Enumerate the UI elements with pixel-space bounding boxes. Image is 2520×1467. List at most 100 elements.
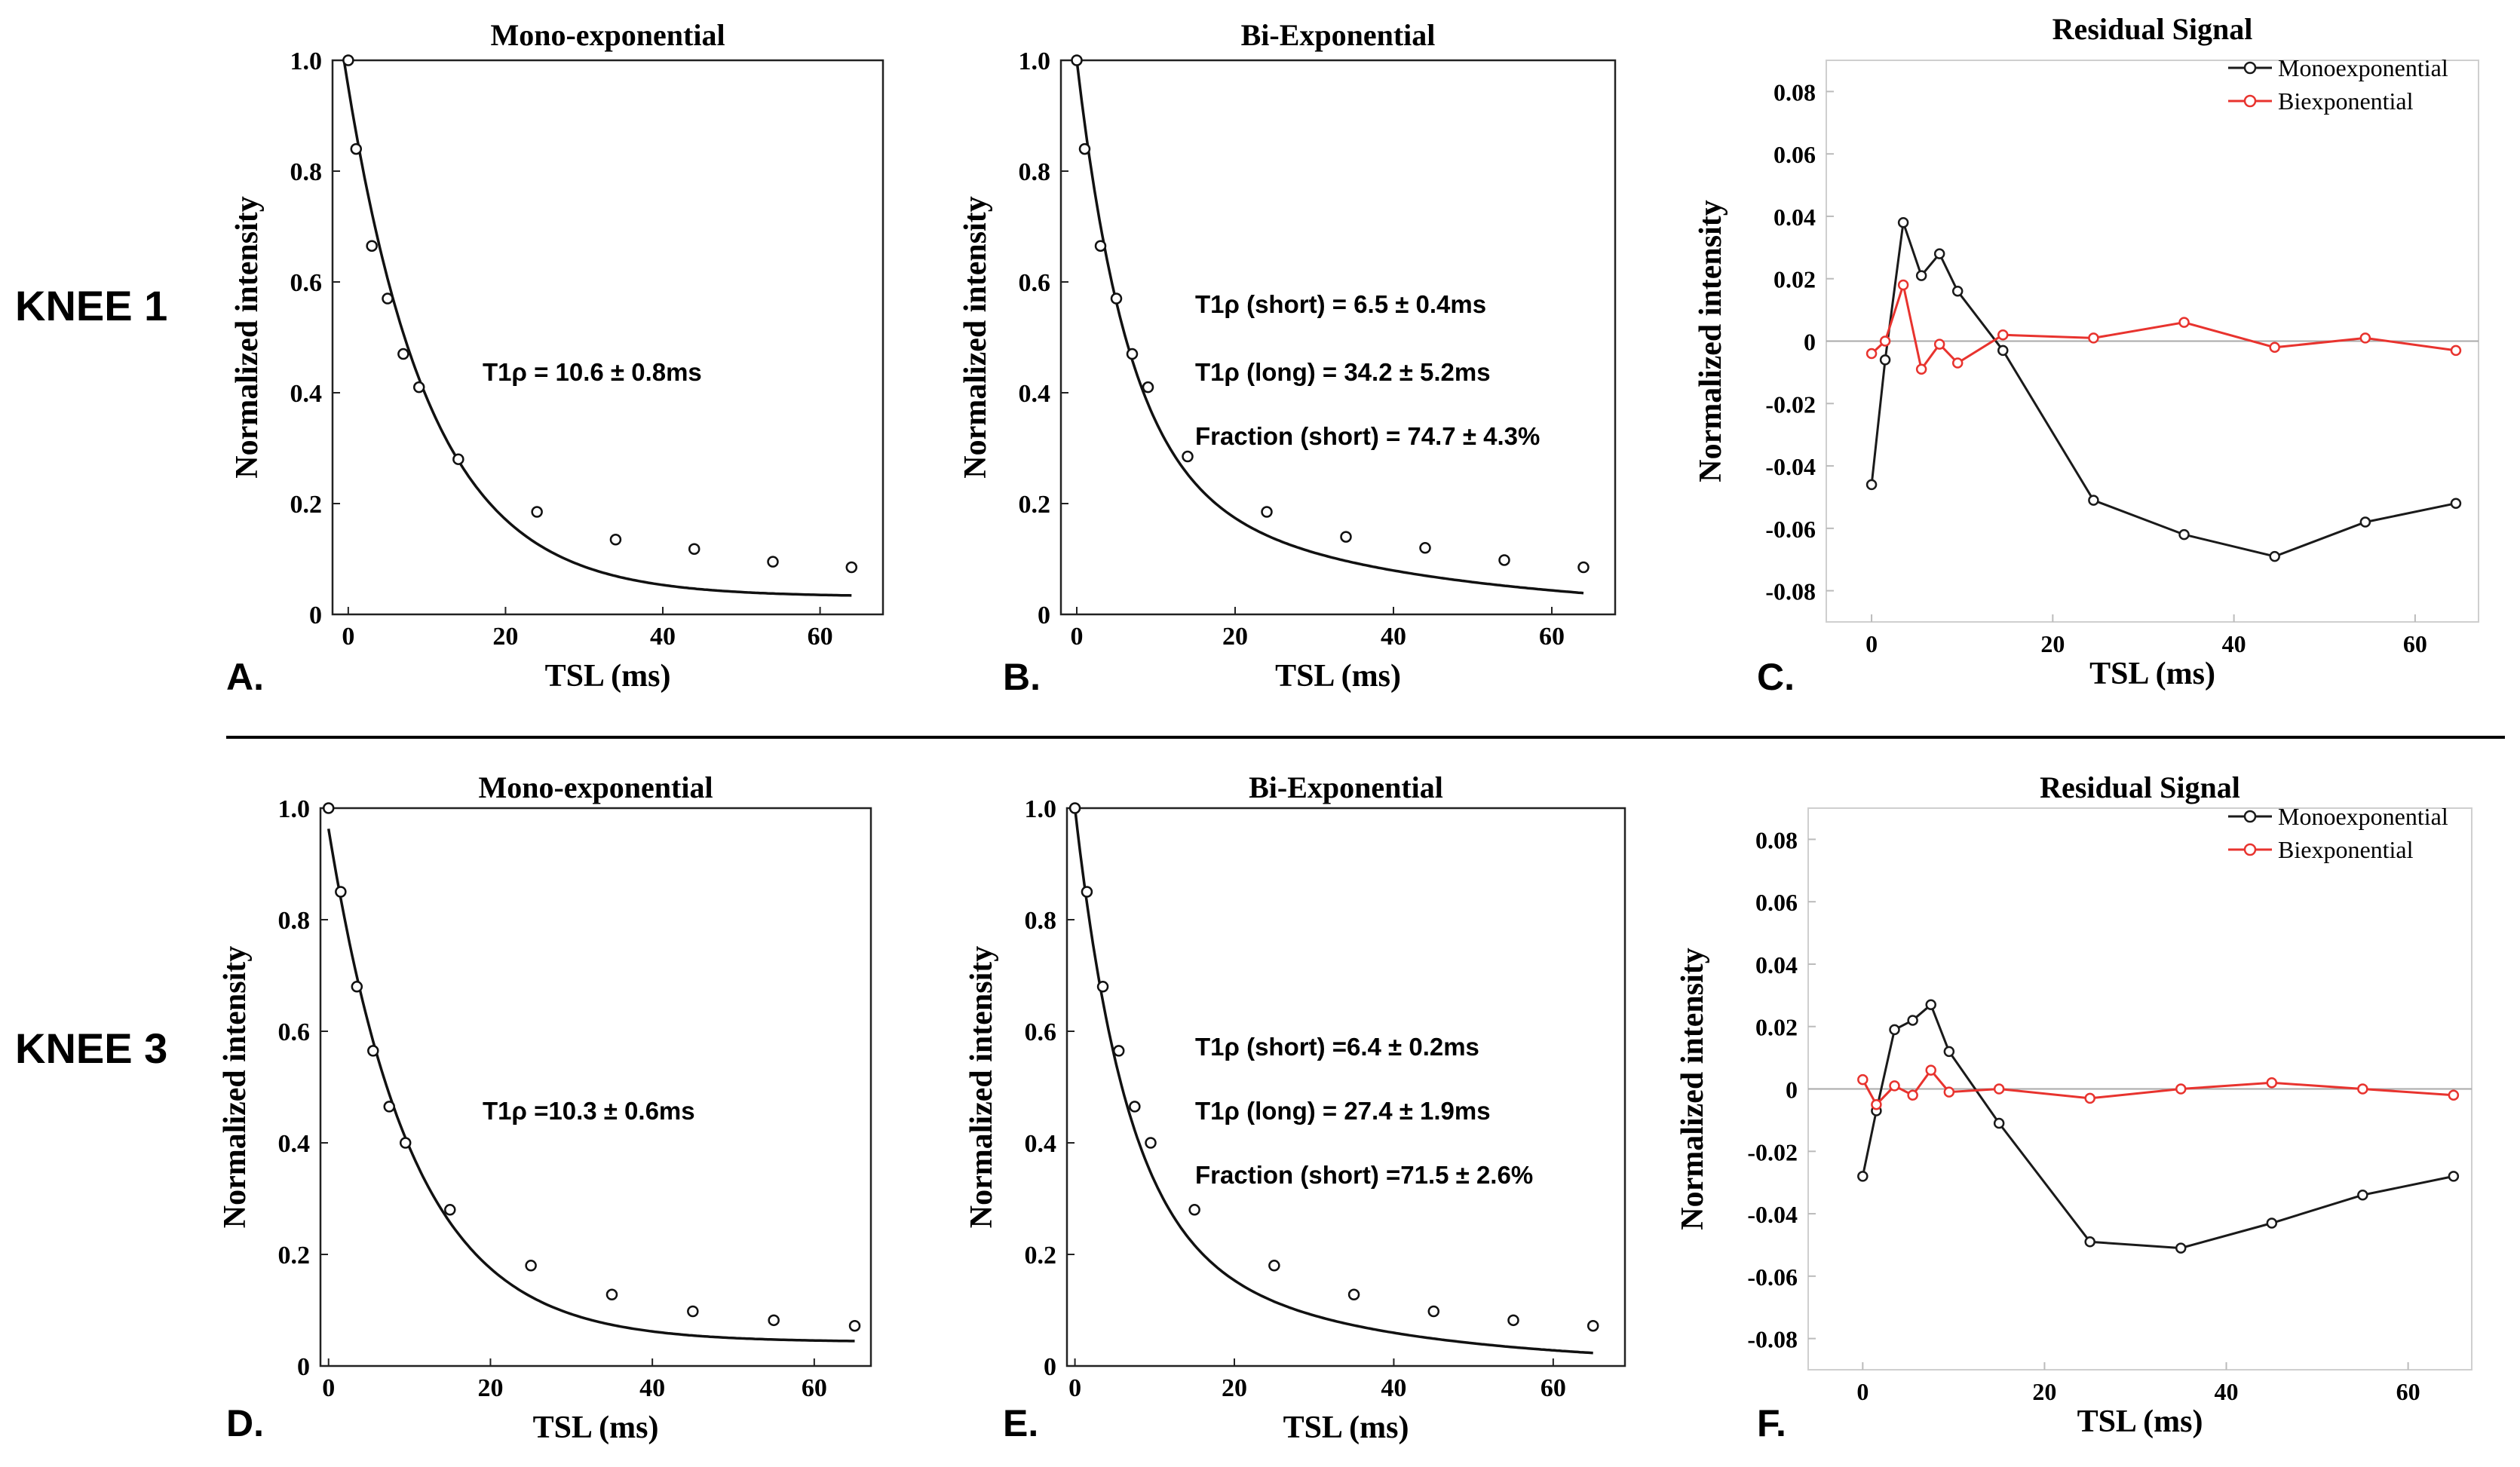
series-point xyxy=(1943,1086,1955,1098)
series-point xyxy=(2357,1083,2368,1095)
series-point xyxy=(1865,479,1878,491)
data-point xyxy=(412,381,425,394)
data-point xyxy=(1142,381,1154,394)
series-point xyxy=(1925,999,1936,1010)
data-point xyxy=(452,453,464,465)
data-point xyxy=(531,506,543,518)
data-point xyxy=(1096,981,1109,993)
fit-annotation: T1ρ = 10.6 ± 0.8ms xyxy=(483,358,702,386)
x-tick-label: 40 xyxy=(2215,1378,2239,1405)
chart-title: Mono-exponential xyxy=(490,18,725,52)
y-tick-label: 0 xyxy=(1804,329,1816,356)
x-axis-label: TSL (ms) xyxy=(2089,657,2215,691)
plot-frame xyxy=(1065,807,1626,1367)
chart-panel-a: Mono-exponential 0 20 40 60 0 0.2 0.4 0.6 0.8 1.0 T… xyxy=(226,18,884,698)
y-tick-label: 0.8 xyxy=(278,907,311,935)
fit-curve xyxy=(326,828,855,1343)
y-tick-label: 0.02 xyxy=(1755,1014,1798,1041)
data-point xyxy=(1182,450,1194,463)
series-point xyxy=(1857,1171,1869,1182)
series-point xyxy=(1889,1024,1900,1036)
data-point xyxy=(366,240,378,252)
x-axis-label: TSL (ms) xyxy=(2077,1404,2203,1439)
data-point xyxy=(1110,292,1123,305)
series-point xyxy=(1997,345,2009,357)
chart-panel-e: Bi-Exponential 0 20 40 60 0 0.2 0.4 0.6 0.8 1.0 TSL… xyxy=(964,770,1626,1445)
panel-letter: A. xyxy=(226,656,264,698)
data-point xyxy=(1427,1305,1440,1318)
y-axis-label: Normalized intensity xyxy=(958,196,993,478)
series-point xyxy=(1897,279,1909,291)
chart-panel-b: Bi-Exponential 0 20 40 60 0 0.2 0.4 0.6 0.8 1.0 TSL… xyxy=(958,18,1617,698)
y-tick-label: 0.02 xyxy=(1774,266,1816,293)
series-point xyxy=(1933,248,1945,259)
data-point xyxy=(848,1319,861,1332)
y-tick-label: 0.6 xyxy=(1025,1018,1057,1046)
chart-panel-d: Mono-exponential 0 20 40 60 0 0.2 0.4 0.6 0.8 1.0 T… xyxy=(218,770,872,1445)
data-point xyxy=(1129,1101,1141,1113)
data-point xyxy=(382,292,394,305)
data-point xyxy=(397,348,409,360)
y-axis-label: Normalized intensity xyxy=(964,946,999,1228)
series-point xyxy=(2269,341,2280,354)
series-point xyxy=(2448,1089,2460,1101)
y-axis-label: Normalized intensity xyxy=(218,946,253,1228)
y-tick-label: 1.0 xyxy=(1019,47,1051,75)
legend-marker xyxy=(2243,94,2257,108)
data-point xyxy=(767,556,779,568)
series-point xyxy=(2088,332,2099,344)
x-tick-label: 0 xyxy=(1865,630,1878,657)
x-axis-label: TSL (ms) xyxy=(1275,659,1401,694)
series-point xyxy=(2450,498,2462,509)
y-tick-label: 0.8 xyxy=(1019,158,1051,186)
x-tick-label: 60 xyxy=(802,1374,827,1402)
legend-marker xyxy=(2243,810,2257,823)
row-label-knee-3: KNEE 3 xyxy=(15,1024,167,1072)
series-point xyxy=(1907,1015,1918,1026)
data-point xyxy=(1261,506,1273,518)
fit-annotation: Fraction (short) = 74.7 ± 4.3% xyxy=(1195,422,1540,450)
fit-annotation: T1ρ =10.3 ± 0.6ms xyxy=(483,1097,695,1125)
data-point xyxy=(322,802,335,814)
data-point xyxy=(1094,240,1107,252)
fit-annotation: T1ρ (long) = 27.4 ± 1.9ms xyxy=(1195,1097,1491,1125)
legend-label: Biexponential xyxy=(2278,836,2414,863)
x-axis-label: TSL (ms) xyxy=(545,659,671,694)
panel-letter: F. xyxy=(1757,1402,1786,1444)
row-label-knee-1: KNEE 1 xyxy=(15,282,167,329)
chart-title: Bi-Exponential xyxy=(1241,18,1436,52)
series-point xyxy=(1897,216,1909,228)
plot-frame xyxy=(331,59,884,616)
x-tick-label: 0 xyxy=(322,1374,335,1402)
data-point xyxy=(335,886,347,898)
y-tick-label: 0 xyxy=(1786,1077,1798,1104)
legend-label: Monoexponential xyxy=(2278,54,2448,81)
x-tick-label: 60 xyxy=(2403,630,2427,657)
series-point xyxy=(2178,317,2190,328)
y-tick-label: 0.8 xyxy=(290,158,323,186)
x-tick-label: 20 xyxy=(477,1374,503,1402)
x-tick-label: 40 xyxy=(650,623,676,651)
data-point xyxy=(1577,561,1590,574)
y-tick-label: 0.04 xyxy=(1774,204,1816,231)
chart-title: Residual Signal xyxy=(2040,770,2240,804)
y-tick-label: 0 xyxy=(1038,602,1050,629)
series-point xyxy=(2357,1189,2368,1201)
series-point xyxy=(2269,550,2280,562)
y-tick-label: 0.8 xyxy=(1025,907,1057,935)
series-point xyxy=(2088,495,2099,506)
data-point xyxy=(1078,142,1091,155)
legend-marker xyxy=(2243,61,2257,75)
series-line-biexponential xyxy=(1871,280,2457,372)
y-tick-label: 0.2 xyxy=(278,1242,311,1269)
data-point xyxy=(1268,1260,1280,1272)
panel-letter: C. xyxy=(1757,656,1795,698)
y-tick-label: -0.06 xyxy=(1747,1263,1798,1291)
series-point xyxy=(2175,1242,2187,1254)
y-tick-label: 0.6 xyxy=(1019,269,1051,297)
y-axis-label: Normalized intensity xyxy=(1694,200,1728,482)
series-point xyxy=(1915,270,1927,281)
data-point xyxy=(688,543,701,556)
x-tick-label: 20 xyxy=(1222,623,1248,651)
